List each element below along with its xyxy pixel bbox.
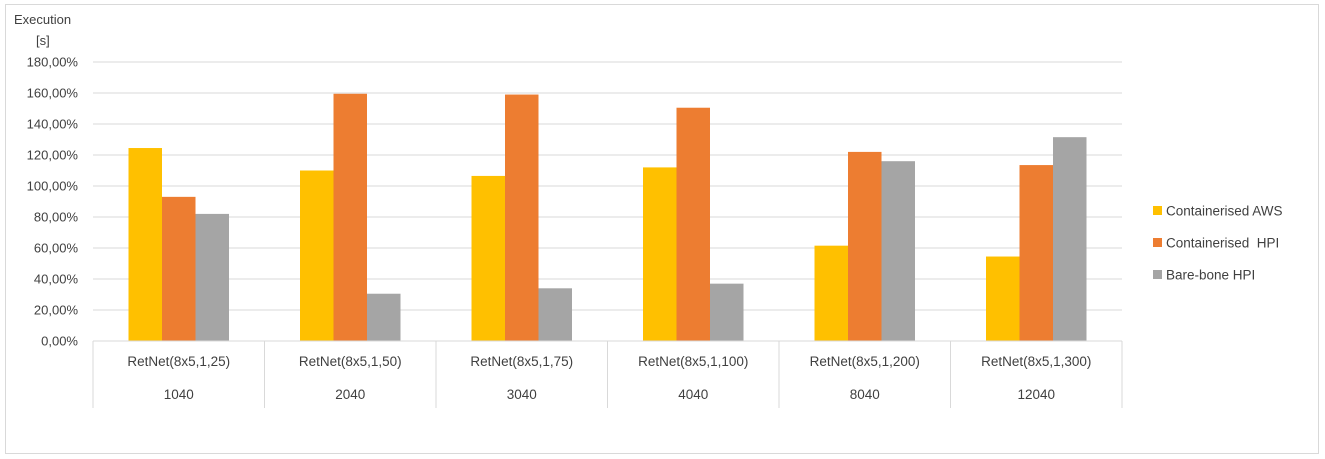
y-tick-label: 80,00% xyxy=(34,210,79,225)
legend-swatch xyxy=(1153,238,1162,247)
y-tick-label: 0,00% xyxy=(41,334,78,349)
legend: Containerised AWS Containerised HPI Bare-b… xyxy=(1153,204,1283,283)
bar xyxy=(471,175,505,341)
bar xyxy=(367,293,401,341)
bar xyxy=(162,196,196,341)
subcategory-label: 1040 xyxy=(164,387,194,402)
gridlines xyxy=(93,61,1122,311)
bar xyxy=(195,213,229,341)
bars xyxy=(128,93,1087,342)
y-tick-label: 40,00% xyxy=(34,272,79,287)
bar xyxy=(643,167,677,341)
bar xyxy=(333,93,367,342)
category-label: RetNet(8x5,1,300) xyxy=(981,354,1091,369)
bar xyxy=(881,161,915,341)
legend-swatch xyxy=(1153,270,1162,279)
bar xyxy=(710,283,744,341)
y-tick-label: 100,00% xyxy=(27,179,79,194)
y-tick-label: 60,00% xyxy=(34,241,79,256)
category-label: RetNet(8x5,1,25) xyxy=(127,354,230,369)
legend-label: Containerised AWS xyxy=(1166,204,1283,219)
bar xyxy=(538,288,572,341)
subcategory-label: 3040 xyxy=(507,387,537,402)
subcategory-label: 12040 xyxy=(1017,387,1055,402)
bar xyxy=(676,107,710,341)
y-tick-label: 120,00% xyxy=(27,148,79,163)
y-tick-label: 140,00% xyxy=(27,117,79,132)
axes: 0,00% 20,00% 40,00% 60,00% 80,00% 100,00% 120,… xyxy=(27,55,1123,408)
bar xyxy=(986,256,1020,341)
subcategory-label: 2040 xyxy=(335,387,365,402)
y-axis-label-line2: [s] xyxy=(36,33,50,48)
y-tick-label: 160,00% xyxy=(27,86,79,101)
category-label: RetNet(8x5,1,75) xyxy=(470,354,573,369)
subcategory-label: 8040 xyxy=(850,387,880,402)
subcategory-label: 4040 xyxy=(678,387,708,402)
y-tick-label: 180,00% xyxy=(27,55,79,70)
bar xyxy=(1053,137,1087,341)
y-tick-label: 20,00% xyxy=(34,303,79,318)
legend-swatch xyxy=(1153,206,1162,215)
category-label: RetNet(8x5,1,50) xyxy=(299,354,402,369)
bar xyxy=(128,148,162,341)
bar xyxy=(300,170,334,341)
bar xyxy=(1019,165,1053,341)
legend-label: Containerised HPI xyxy=(1166,236,1279,251)
bar xyxy=(814,245,848,341)
category-label: RetNet(8x5,1,100) xyxy=(638,354,748,369)
category-label: RetNet(8x5,1,200) xyxy=(810,354,920,369)
bar xyxy=(848,151,882,341)
y-axis-label-line1: Execution xyxy=(14,12,71,27)
legend-label: Bare-bone HPI xyxy=(1166,268,1255,283)
bar xyxy=(505,94,539,341)
